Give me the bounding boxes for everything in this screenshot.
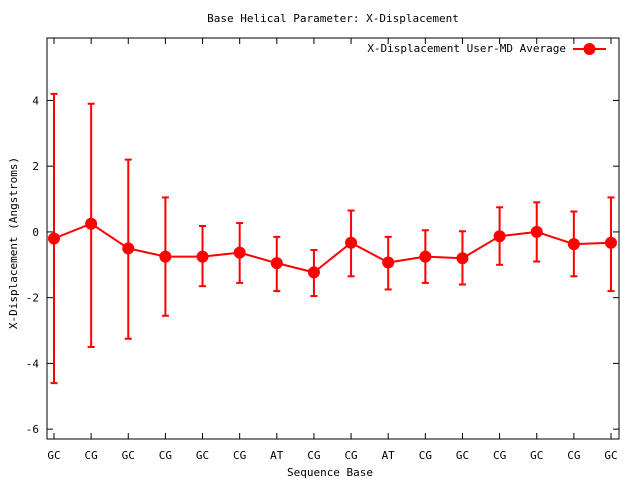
- x-tick-label-11: GC: [456, 449, 469, 462]
- x-tick-label-15: GC: [604, 449, 617, 462]
- y-tick-label-5: 4: [32, 94, 39, 107]
- x-tick-label-0: GC: [47, 449, 60, 462]
- y-tick-label-4: 2: [32, 160, 39, 173]
- x-tick-label-7: CG: [307, 449, 320, 462]
- series-group: [48, 92, 617, 385]
- data-point-0-0: [48, 232, 60, 245]
- axis-group: -6 -4 -2 0 2 4 GC CG GC CG GC CG AT CG CG AT CG GC CG GC CG G…: [26, 38, 619, 462]
- data-point-0-14: [567, 238, 580, 251]
- x-tick-label-2: GC: [122, 449, 135, 462]
- y-tick-label-3: 0: [32, 226, 39, 239]
- y-axis-label: X-Displacement (Angstroms): [7, 157, 20, 329]
- chart-title: Base Helical Parameter: X-Displacement: [207, 12, 459, 25]
- data-point-0-5: [233, 246, 246, 259]
- data-point-0-2: [122, 242, 135, 255]
- x-tick-label-10: CG: [419, 449, 432, 462]
- y-tick-label-0: -6: [26, 423, 39, 436]
- x-axis-label: Sequence Base: [287, 466, 373, 479]
- data-point-0-6: [270, 257, 283, 270]
- x-tick-label-9: AT: [382, 449, 396, 462]
- plot-frame: [46, 37, 620, 440]
- data-point-0-12: [493, 230, 506, 243]
- x-tick-label-1: CG: [85, 449, 98, 462]
- data-point-0-10: [419, 250, 432, 263]
- legend-marker: [583, 43, 596, 55]
- data-point-0-11: [456, 252, 469, 265]
- x-tick-label-3: CG: [159, 449, 172, 462]
- data-point-0-15: [605, 236, 617, 249]
- x-tick-label-13: GC: [530, 449, 543, 462]
- y-tick-label-1: -4: [26, 357, 40, 370]
- series-line-0: [53, 222, 612, 274]
- data-point-0-7: [307, 266, 320, 279]
- data-point-0-3: [159, 250, 172, 263]
- x-tick-label-8: CG: [344, 449, 357, 462]
- data-point-0-1: [85, 217, 98, 230]
- data-point-0-8: [345, 236, 358, 249]
- legend-label: X-Displacement User-MD Average: [367, 42, 566, 55]
- data-point-0-13: [530, 225, 543, 238]
- x-tick-label-12: CG: [493, 449, 506, 462]
- x-tick-label-14: CG: [567, 449, 580, 462]
- data-point-0-4: [196, 250, 209, 263]
- x-tick-label-6: AT: [270, 449, 284, 462]
- y-tick-label-2: -2: [26, 292, 39, 305]
- data-point-0-9: [382, 256, 395, 269]
- legend: X-Displacement User-MD Average: [367, 42, 606, 55]
- x-tick-label-5: CG: [233, 449, 246, 462]
- x-tick-label-4: GC: [196, 449, 209, 462]
